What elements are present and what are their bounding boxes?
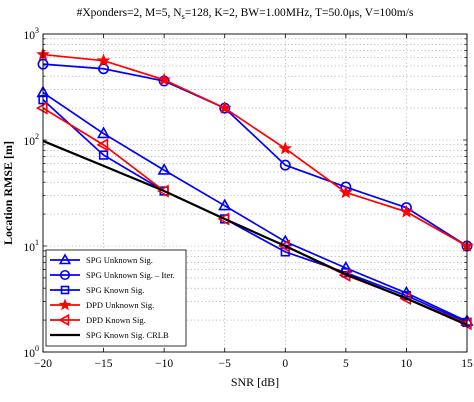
series-line — [42, 53, 468, 247]
axis-ticks: −20 −15 −10 −5 0 5 10 15 100 101 102 103 — [24, 26, 474, 370]
data-point — [157, 72, 171, 86]
x-tick-label: −20 — [34, 358, 52, 370]
data-point — [96, 138, 109, 152]
legend-label: DPD Unknown Sig. — [86, 300, 154, 310]
series-layer — [35, 47, 474, 331]
data-point — [217, 100, 232, 114]
legend-entry: SPG Known Sig. CRLB — [50, 330, 169, 340]
series-line — [42, 91, 468, 323]
series-4 — [36, 47, 474, 252]
chart-title: #Xponders=2, M=5, Ns=128, K=2, BW=1.00MH… — [77, 7, 414, 21]
data-point — [157, 162, 171, 175]
data-point — [459, 317, 472, 331]
legend: SPG Unknown Sig. SPG Unknown Sig. – Iter.… — [45, 249, 187, 347]
x-tick-label: −10 — [155, 358, 173, 370]
legend-marker — [58, 313, 70, 327]
data-point — [157, 184, 169, 198]
x-axis-label: SNR [dB] — [231, 375, 279, 389]
data-point — [96, 126, 111, 139]
data-point — [278, 141, 293, 155]
legend-marker — [58, 253, 72, 265]
legend-entry: SPG Unknown Sig. – Iter. — [50, 269, 175, 281]
legend-marker — [60, 285, 70, 295]
x-tick-label: 5 — [343, 358, 349, 370]
series-line — [42, 63, 468, 247]
x-tick-label: 0 — [282, 358, 288, 370]
data-point — [339, 185, 353, 199]
data-point — [217, 212, 230, 226]
legend-label: SPG Known Sig. — [86, 285, 144, 295]
legend-label: SPG Unknown Sig. — [86, 255, 153, 265]
legend-label: SPG Unknown Sig. – Iter. — [86, 270, 175, 280]
x-tick-label: −5 — [219, 358, 231, 370]
y-tick-label: 102 — [24, 132, 40, 148]
y-axis-label: Location RMSE [m] — [1, 141, 15, 245]
y-tick-label: 103 — [24, 26, 40, 42]
data-point — [96, 53, 111, 67]
x-tick-label: −15 — [95, 358, 113, 370]
x-tick-label: 10 — [401, 358, 413, 370]
plot-frame — [42, 33, 468, 353]
y-tick-label: 101 — [24, 238, 40, 254]
legend-label: SPG Known Sig. CRLB — [86, 330, 169, 340]
legend-marker — [58, 298, 72, 311]
series-6 — [42, 139, 468, 326]
legend-marker — [59, 269, 71, 281]
data-point — [98, 63, 110, 75]
y-tick-label: 100 — [24, 344, 40, 360]
data-point — [279, 159, 291, 171]
x-tick-label: 15 — [461, 358, 473, 370]
legend-label: DPD Known Sig. — [86, 315, 146, 325]
legend-entry: SPG Unknown Sig. — [50, 253, 153, 265]
data-point — [98, 150, 109, 160]
data-point — [399, 291, 412, 306]
legend-entry: DPD Unknown Sig. — [50, 298, 154, 311]
data-point — [35, 101, 48, 115]
series-line — [42, 139, 468, 326]
grid — [42, 34, 468, 352]
data-point — [278, 239, 290, 253]
series-line — [42, 99, 468, 324]
legend-box — [45, 249, 187, 347]
data-point — [218, 198, 232, 211]
legend-entry: SPG Known Sig. — [50, 285, 144, 295]
legend-entry: DPD Known Sig. — [50, 313, 146, 327]
data-point — [399, 204, 414, 218]
